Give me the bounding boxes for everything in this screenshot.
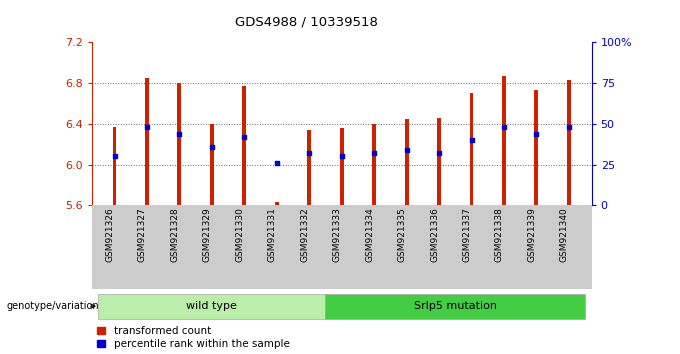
Text: genotype/variation: genotype/variation [7, 301, 99, 311]
Point [564, 124, 575, 130]
Text: GSM921327: GSM921327 [138, 207, 147, 262]
Text: GSM921338: GSM921338 [495, 207, 504, 262]
Text: GSM921330: GSM921330 [235, 207, 244, 262]
Text: GSM921339: GSM921339 [528, 207, 537, 262]
Bar [113, 127, 116, 205]
Point [141, 124, 152, 130]
Bar [307, 130, 311, 205]
Text: Srlp5 mutation: Srlp5 mutation [414, 301, 497, 311]
Bar [502, 76, 506, 205]
Point [434, 150, 445, 156]
Point [466, 137, 477, 143]
Point [271, 160, 282, 166]
Text: GDS4988 / 10339518: GDS4988 / 10339518 [235, 16, 377, 29]
Bar [145, 78, 149, 205]
Legend: transformed count, percentile rank within the sample: transformed count, percentile rank withi… [97, 326, 290, 349]
Bar [437, 118, 441, 205]
Text: GSM921333: GSM921333 [333, 207, 342, 262]
Point [304, 150, 315, 156]
Point [239, 134, 250, 140]
Bar [210, 124, 214, 205]
Bar [275, 202, 279, 205]
Text: GSM921334: GSM921334 [365, 207, 374, 262]
Point [369, 150, 379, 156]
Point [498, 124, 509, 130]
Bar [534, 90, 539, 205]
Bar [177, 83, 182, 205]
Point [109, 154, 120, 159]
Text: GSM921340: GSM921340 [560, 207, 569, 262]
Point [207, 144, 218, 149]
Bar [470, 93, 473, 205]
Text: wild type: wild type [186, 301, 237, 311]
Text: GSM921335: GSM921335 [398, 207, 407, 262]
Bar [242, 86, 246, 205]
Point [401, 147, 412, 153]
Bar [372, 124, 376, 205]
Bar [405, 119, 409, 205]
Text: GSM921329: GSM921329 [203, 207, 212, 262]
Text: GSM921336: GSM921336 [430, 207, 439, 262]
Bar [340, 128, 343, 205]
Text: GSM921337: GSM921337 [462, 207, 471, 262]
Point [174, 131, 185, 137]
Point [531, 131, 542, 137]
Text: GSM921326: GSM921326 [105, 207, 114, 262]
Text: GSM921332: GSM921332 [301, 207, 309, 262]
Bar [567, 80, 571, 205]
Text: GSM921328: GSM921328 [171, 207, 180, 262]
Text: GSM921331: GSM921331 [268, 207, 277, 262]
Point [337, 154, 347, 159]
